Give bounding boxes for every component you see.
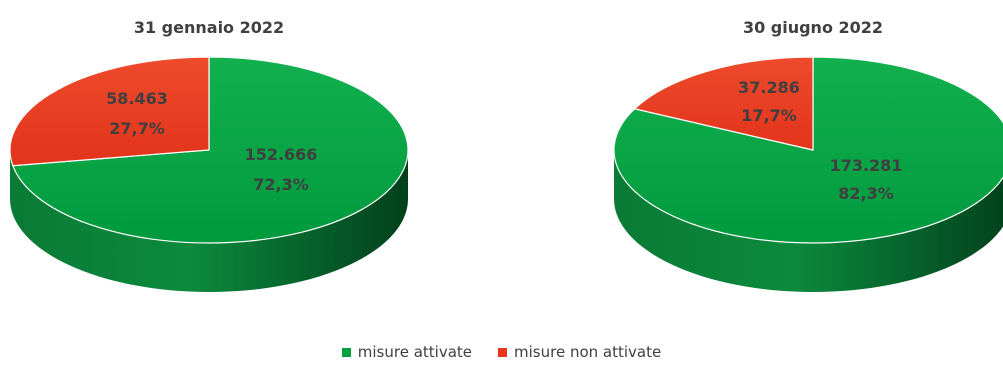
chart-title-1: 31 gennaio 2022 — [134, 18, 284, 37]
slice-label-value-1-red: 58.463 — [106, 89, 168, 108]
pie-chart-2 — [613, 56, 1003, 292]
pie-chart-1 — [9, 56, 409, 292]
pie-2-slice-misure-attivate — [613, 56, 1003, 244]
slice-label-percent-2-green: 82,3% — [838, 184, 894, 203]
pie-1-slice-misure-non-attivate — [9, 56, 210, 167]
legend-label-misure-non-attivate: misure non attivate — [514, 343, 662, 361]
legend-item-misure-attivate: misure attivate — [341, 343, 473, 361]
pie-2-slice-misure-non-attivate — [633, 56, 814, 151]
chart-title-2: 30 giugno 2022 — [743, 18, 883, 37]
slice-label-value-1-green: 152.666 — [245, 145, 318, 164]
slice-label-percent-2-red: 17,7% — [741, 106, 797, 125]
pie-2-side-green — [614, 150, 1003, 292]
slice-label-percent-1-red: 27,7% — [109, 119, 165, 138]
legend-swatch-green — [341, 347, 351, 357]
slice-label-percent-1-green: 72,3% — [253, 175, 309, 194]
pie-1-slice-misure-attivate — [12, 56, 409, 244]
slice-label-value-2-green: 173.281 — [830, 156, 903, 175]
slice-label-value-2-red: 37.286 — [738, 78, 800, 97]
legend: misure attivate misure non attivate — [0, 343, 1003, 361]
legend-label-misure-attivate: misure attivate — [357, 343, 473, 361]
legend-swatch-red — [498, 347, 508, 357]
pie-1-side-green — [10, 150, 408, 292]
legend-item-misure-non-attivate: misure non attivate — [498, 343, 661, 361]
